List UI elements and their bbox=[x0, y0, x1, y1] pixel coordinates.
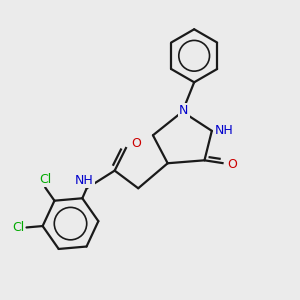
Text: NH: NH bbox=[215, 124, 234, 137]
Text: Cl: Cl bbox=[39, 173, 51, 186]
Text: Cl: Cl bbox=[12, 221, 24, 234]
Text: N: N bbox=[179, 104, 188, 117]
Text: O: O bbox=[227, 158, 237, 171]
Text: O: O bbox=[131, 137, 141, 150]
Text: NH: NH bbox=[75, 173, 94, 187]
